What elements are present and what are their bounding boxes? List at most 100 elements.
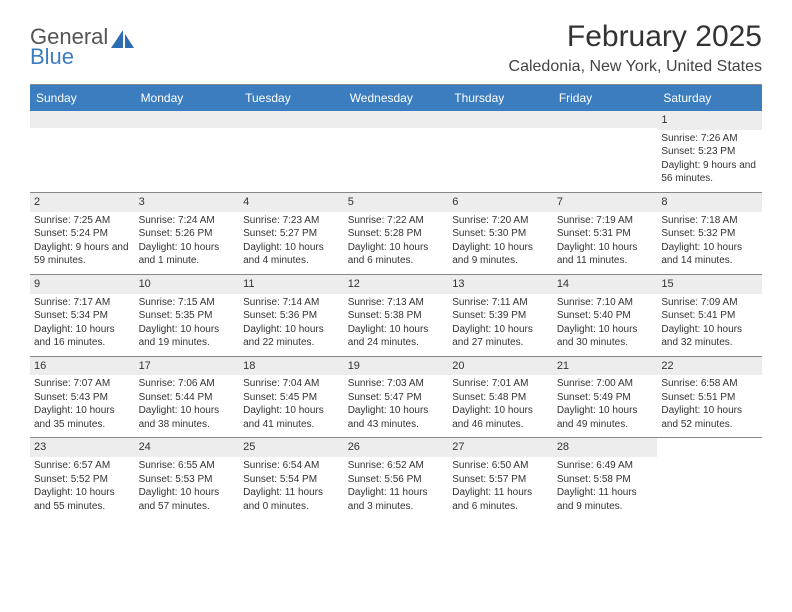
calendar-page: General Blue February 2025 Caledonia, Ne… xyxy=(0,0,792,539)
calendar-cell: 10Sunrise: 7:15 AMSunset: 5:35 PMDayligh… xyxy=(135,274,240,356)
sunset-line: Sunset: 5:49 PM xyxy=(557,391,654,405)
calendar-cell: 14Sunrise: 7:10 AMSunset: 5:40 PMDayligh… xyxy=(553,274,658,356)
calendar-cell: 23Sunrise: 6:57 AMSunset: 5:52 PMDayligh… xyxy=(30,438,135,519)
sunrise-line: Sunrise: 7:17 AM xyxy=(34,296,131,310)
day-number: 26 xyxy=(344,438,449,457)
sunset-line: Sunset: 5:26 PM xyxy=(139,227,236,241)
sunrise-line: Sunrise: 6:58 AM xyxy=(661,377,758,391)
day-header: Tuesday xyxy=(239,85,344,111)
sail-icon xyxy=(110,28,136,55)
sunrise-line: Sunrise: 7:13 AM xyxy=(348,296,445,310)
daylight-line: Daylight: 10 hours and 43 minutes. xyxy=(348,404,445,431)
sunset-line: Sunset: 5:43 PM xyxy=(34,391,131,405)
sunrise-line: Sunrise: 6:54 AM xyxy=(243,459,340,473)
calendar-cell: 21Sunrise: 7:00 AMSunset: 5:49 PMDayligh… xyxy=(553,356,658,438)
sunrise-line: Sunrise: 6:57 AM xyxy=(34,459,131,473)
sunset-line: Sunset: 5:57 PM xyxy=(452,473,549,487)
location-text: Caledonia, New York, United States xyxy=(509,58,762,76)
day-number: 7 xyxy=(553,193,658,212)
calendar-cell xyxy=(30,111,135,192)
day-number: 17 xyxy=(135,357,240,376)
calendar-cell xyxy=(553,111,658,192)
empty-daynum xyxy=(239,111,344,128)
day-header: Friday xyxy=(553,85,658,111)
calendar-cell: 24Sunrise: 6:55 AMSunset: 5:53 PMDayligh… xyxy=(135,438,240,519)
day-number: 28 xyxy=(553,438,658,457)
sunset-line: Sunset: 5:58 PM xyxy=(557,473,654,487)
sunrise-line: Sunrise: 7:04 AM xyxy=(243,377,340,391)
daylight-line: Daylight: 11 hours and 9 minutes. xyxy=(557,486,654,513)
calendar-week-row: 16Sunrise: 7:07 AMSunset: 5:43 PMDayligh… xyxy=(30,356,762,438)
calendar-cell xyxy=(448,111,553,192)
daylight-line: Daylight: 10 hours and 35 minutes. xyxy=(34,404,131,431)
calendar-cell: 17Sunrise: 7:06 AMSunset: 5:44 PMDayligh… xyxy=(135,356,240,438)
day-number: 3 xyxy=(135,193,240,212)
day-header: Wednesday xyxy=(344,85,449,111)
daylight-line: Daylight: 10 hours and 22 minutes. xyxy=(243,323,340,350)
logo: General Blue xyxy=(30,20,136,68)
sunrise-line: Sunrise: 7:22 AM xyxy=(348,214,445,228)
daylight-line: Daylight: 10 hours and 1 minute. xyxy=(139,241,236,268)
calendar-week-row: 9Sunrise: 7:17 AMSunset: 5:34 PMDaylight… xyxy=(30,274,762,356)
day-number: 6 xyxy=(448,193,553,212)
title-block: February 2025 Caledonia, New York, Unite… xyxy=(509,20,762,76)
day-number: 20 xyxy=(448,357,553,376)
day-number: 9 xyxy=(30,275,135,294)
sunrise-line: Sunrise: 6:52 AM xyxy=(348,459,445,473)
sunrise-line: Sunrise: 7:11 AM xyxy=(452,296,549,310)
sunrise-line: Sunrise: 7:26 AM xyxy=(661,132,758,146)
sunrise-line: Sunrise: 7:15 AM xyxy=(139,296,236,310)
sunrise-line: Sunrise: 7:09 AM xyxy=(661,296,758,310)
day-number: 4 xyxy=(239,193,344,212)
empty-daynum xyxy=(30,111,135,128)
sunrise-line: Sunrise: 7:18 AM xyxy=(661,214,758,228)
calendar-cell xyxy=(239,111,344,192)
daylight-line: Daylight: 10 hours and 41 minutes. xyxy=(243,404,340,431)
calendar-cell: 8Sunrise: 7:18 AMSunset: 5:32 PMDaylight… xyxy=(657,192,762,274)
calendar-body: 1Sunrise: 7:26 AMSunset: 5:23 PMDaylight… xyxy=(30,111,762,519)
day-number: 15 xyxy=(657,275,762,294)
sunrise-line: Sunrise: 6:55 AM xyxy=(139,459,236,473)
calendar-cell: 2Sunrise: 7:25 AMSunset: 5:24 PMDaylight… xyxy=(30,192,135,274)
daylight-line: Daylight: 11 hours and 3 minutes. xyxy=(348,486,445,513)
logo-text: General Blue xyxy=(30,26,108,68)
calendar-cell: 28 Sunrise: 6:49 AMSunset: 5:58 PMDayligh… xyxy=(553,438,658,519)
day-header: Sunday xyxy=(30,85,135,111)
calendar-cell: 25Sunrise: 6:54 AMSunset: 5:54 PMDayligh… xyxy=(239,438,344,519)
daylight-line: Daylight: 10 hours and 16 minutes. xyxy=(34,323,131,350)
day-number: 13 xyxy=(448,275,553,294)
day-number: 21 xyxy=(553,357,658,376)
sunset-line: Sunset: 5:56 PM xyxy=(348,473,445,487)
sunset-line: Sunset: 5:36 PM xyxy=(243,309,340,323)
sunset-line: Sunset: 5:41 PM xyxy=(661,309,758,323)
month-title: February 2025 xyxy=(509,20,762,54)
logo-word2: Blue xyxy=(30,46,108,68)
daylight-line: Daylight: 10 hours and 27 minutes. xyxy=(452,323,549,350)
sunset-line: Sunset: 5:35 PM xyxy=(139,309,236,323)
header-bar: General Blue February 2025 Caledonia, Ne… xyxy=(30,20,762,76)
sunrise-line: Sunrise: 6:49 AM xyxy=(557,459,654,473)
sunset-line: Sunset: 5:28 PM xyxy=(348,227,445,241)
sunrise-line: Sunrise: 7:24 AM xyxy=(139,214,236,228)
sunrise-line: Sunrise: 6:50 AM xyxy=(452,459,549,473)
day-number: 10 xyxy=(135,275,240,294)
sunrise-line: Sunrise: 7:03 AM xyxy=(348,377,445,391)
day-number: 23 xyxy=(30,438,135,457)
sunset-line: Sunset: 5:30 PM xyxy=(452,227,549,241)
calendar-cell: 5Sunrise: 7:22 AMSunset: 5:28 PMDaylight… xyxy=(344,192,449,274)
day-number: 5 xyxy=(344,193,449,212)
sunset-line: Sunset: 5:24 PM xyxy=(34,227,131,241)
sunset-line: Sunset: 5:27 PM xyxy=(243,227,340,241)
calendar-header-row: SundayMondayTuesdayWednesdayThursdayFrid… xyxy=(30,85,762,111)
calendar-cell: 12Sunrise: 7:13 AMSunset: 5:38 PMDayligh… xyxy=(344,274,449,356)
day-header: Saturday xyxy=(657,85,762,111)
sunrise-line: Sunrise: 7:23 AM xyxy=(243,214,340,228)
daylight-line: Daylight: 9 hours and 56 minutes. xyxy=(661,159,758,186)
daylight-line: Daylight: 10 hours and 14 minutes. xyxy=(661,241,758,268)
day-header: Thursday xyxy=(448,85,553,111)
sunrise-line: Sunrise: 7:10 AM xyxy=(557,296,654,310)
calendar-cell xyxy=(344,111,449,192)
daylight-line: Daylight: 9 hours and 59 minutes. xyxy=(34,241,131,268)
sunset-line: Sunset: 5:34 PM xyxy=(34,309,131,323)
day-header: Monday xyxy=(135,85,240,111)
